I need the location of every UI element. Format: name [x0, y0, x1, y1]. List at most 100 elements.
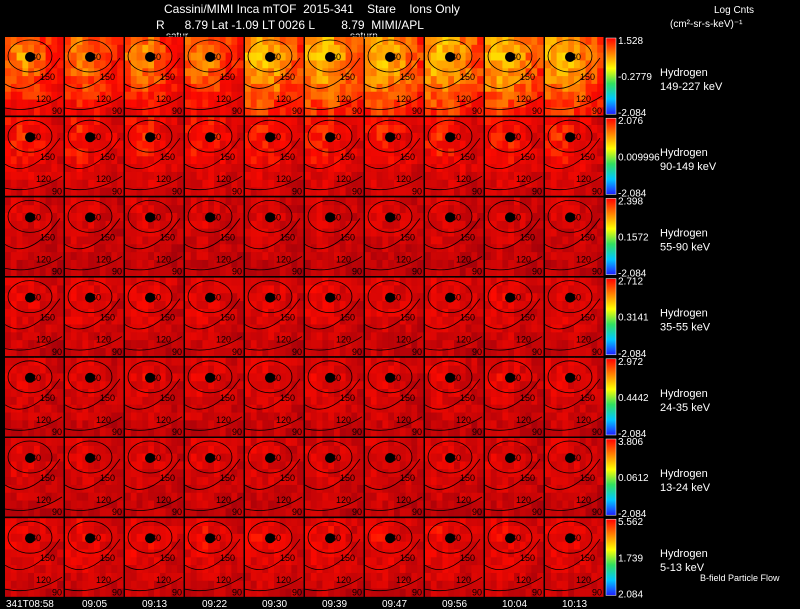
pixel-cell — [345, 293, 352, 302]
pixel-cell — [208, 259, 215, 269]
pixel-cell — [370, 99, 378, 108]
pixel-cell — [328, 308, 335, 318]
pixel-cell — [297, 396, 304, 406]
contour-label: 180 — [446, 293, 461, 303]
pixel-cell — [237, 412, 244, 421]
pixel-cell — [574, 347, 581, 357]
contour-label: 90 — [532, 347, 542, 357]
pixel-cell — [585, 52, 592, 61]
contour-line — [484, 298, 541, 330]
pixel-cell — [291, 332, 298, 341]
contour-line — [424, 137, 481, 169]
pixel-cell — [436, 277, 443, 286]
pixel-cell — [399, 171, 407, 181]
pixel-cell — [34, 228, 41, 237]
pixel-cell — [82, 347, 89, 357]
pixel-cell — [237, 389, 244, 398]
pixel-cell — [519, 99, 527, 108]
pixel-cell — [190, 107, 198, 116]
pixel-cell — [459, 332, 467, 341]
pixel-cell — [545, 259, 552, 269]
pixel-cell — [57, 259, 64, 269]
pixel-cell — [28, 107, 35, 116]
pixel-cell — [159, 179, 167, 189]
pixel-cell — [185, 259, 192, 269]
pixel-cell — [5, 324, 12, 333]
header-line-2: R 8.79 Lat -1.09 LT 0026 L 8.79 MIMI/APL — [156, 18, 424, 32]
pixel-cell — [185, 76, 192, 85]
saturn-disk — [505, 292, 515, 303]
pixel-cell — [411, 164, 418, 173]
pixel-cell — [88, 156, 95, 165]
pixel-cell — [225, 156, 232, 165]
pixel-cell — [34, 420, 41, 429]
pixel-cell — [339, 301, 347, 310]
pixel-cell — [70, 308, 78, 318]
pixel-cell — [454, 267, 461, 277]
pixel-cell — [262, 396, 269, 406]
pixel-cell — [34, 76, 41, 85]
pixel-cell — [202, 125, 209, 134]
pixel-cell — [190, 125, 198, 134]
pixel-cell — [436, 236, 443, 245]
pixel-cell — [531, 179, 538, 189]
pixel-cell — [279, 301, 287, 310]
pixel-cell — [99, 164, 107, 173]
pixel-cell — [65, 332, 72, 341]
pixel-cell — [365, 148, 372, 157]
pixel-cell — [10, 365, 18, 374]
pixel-cell — [334, 347, 341, 357]
pixel-cell — [370, 132, 378, 142]
pixel-cell — [502, 117, 509, 126]
pixel-cell — [256, 187, 263, 196]
pixel-cell — [334, 308, 341, 318]
contour-label: 180 — [206, 52, 221, 62]
pixel-cell — [237, 236, 244, 245]
pixel-cell — [148, 412, 155, 421]
pixel-cell — [250, 99, 258, 108]
pixel-cell — [196, 68, 203, 77]
pixel-cell — [496, 44, 503, 54]
pixel-cell — [45, 396, 52, 406]
pixel-cell — [105, 37, 112, 46]
pixel-cell — [322, 277, 329, 286]
pixel-cell — [405, 37, 412, 46]
pixel-cell — [531, 308, 538, 318]
pixel-cell — [562, 140, 569, 149]
pixel-cell — [531, 125, 538, 134]
pixel-cell — [442, 171, 449, 181]
pixel-cell — [297, 365, 304, 374]
pixel-cell — [357, 187, 364, 196]
pixel-cell — [417, 293, 424, 302]
pixel-cell — [471, 76, 478, 85]
pixel-cell — [274, 252, 281, 261]
pixel-cell — [297, 156, 304, 165]
pixel-cell — [177, 107, 184, 116]
pixel-cell — [28, 164, 35, 173]
pixel-cell — [268, 197, 275, 206]
contour-line — [487, 39, 533, 73]
pixel-cell — [556, 308, 563, 318]
pixel-cell — [39, 244, 47, 253]
pixel-cell — [225, 293, 232, 302]
pixel-cell — [111, 340, 118, 349]
pixel-cell — [159, 244, 167, 253]
pixel-cell — [231, 187, 238, 196]
pixel-cell — [245, 357, 252, 367]
pixel-cell — [405, 99, 412, 108]
pixel-cell — [531, 76, 538, 85]
pixel-cell — [345, 83, 352, 93]
pixel-cell — [279, 236, 287, 245]
pixel-cell — [442, 156, 449, 165]
pixel-cell — [245, 228, 252, 237]
pixel-cell — [591, 91, 598, 101]
pixel-cell — [274, 132, 281, 142]
pixel-cell — [285, 197, 292, 206]
pixel-cell — [454, 132, 461, 142]
contour-label: 150 — [400, 72, 415, 82]
pixel-cell — [16, 332, 23, 341]
pixel-cell — [514, 259, 521, 269]
pixel-cell — [305, 76, 312, 85]
pixel-cell — [70, 357, 78, 367]
